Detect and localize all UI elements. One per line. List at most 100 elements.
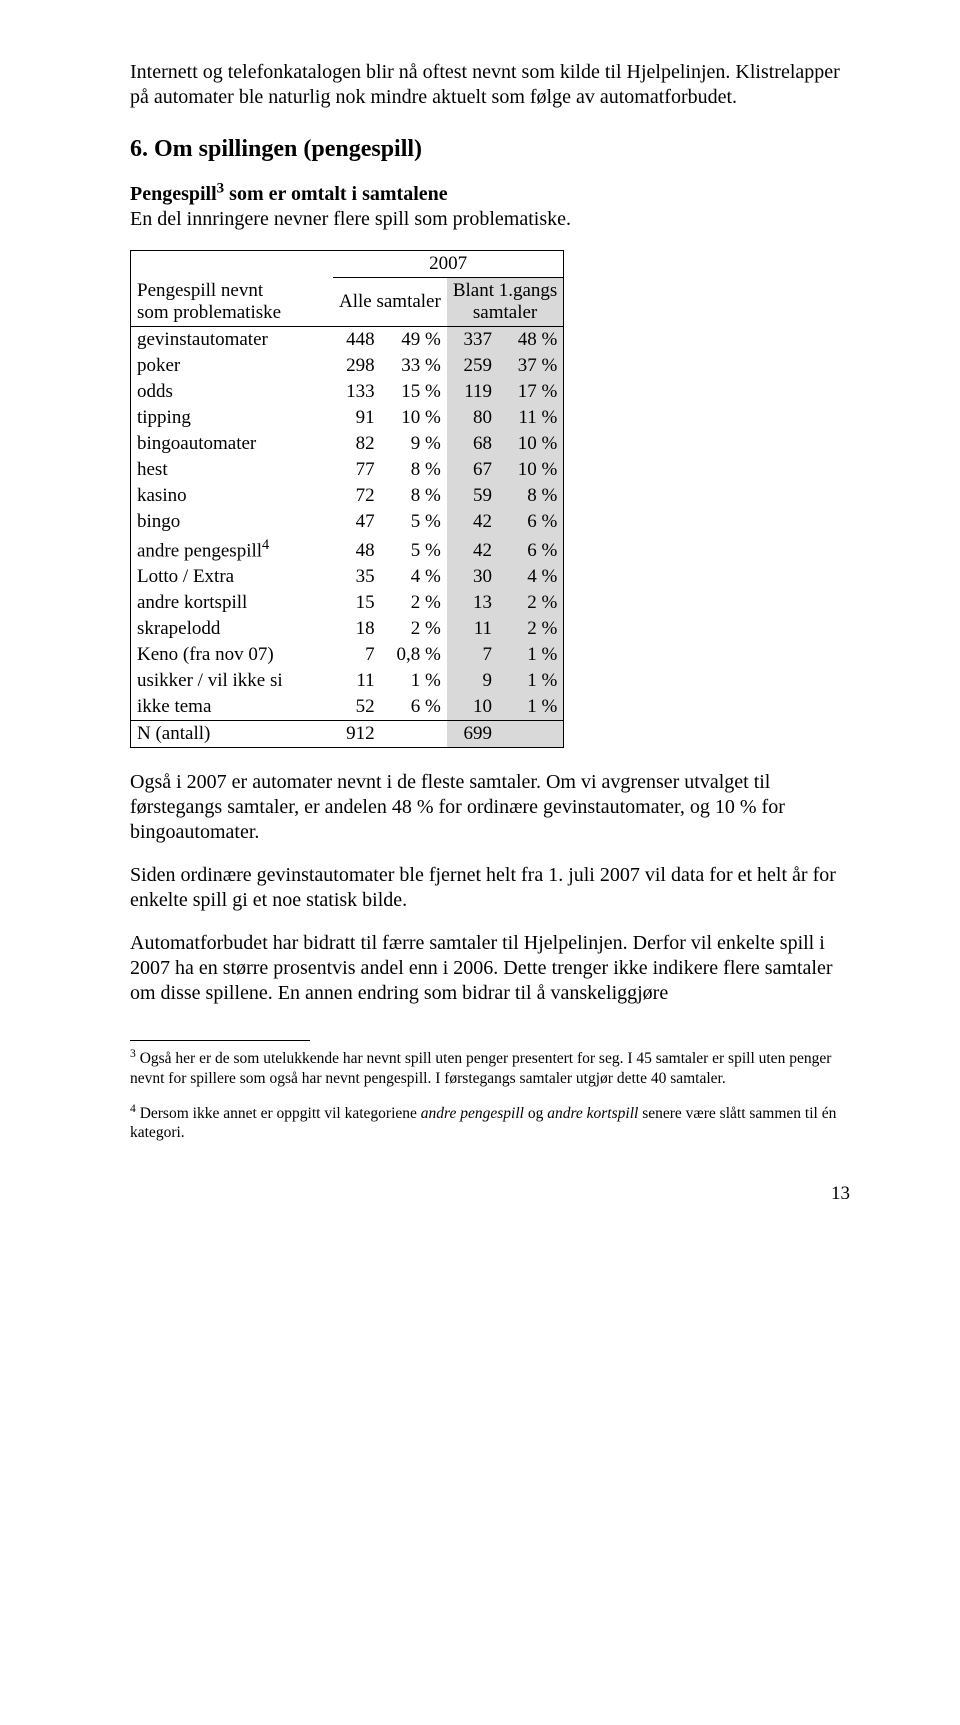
- cell: 18: [333, 616, 381, 642]
- body-p2: Også i 2007 er automater nevnt i de fles…: [130, 770, 850, 845]
- cell: 337: [447, 326, 498, 353]
- cell: 11: [333, 668, 381, 694]
- cell: 5 %: [381, 535, 447, 564]
- total-label: N (antall): [131, 720, 334, 747]
- cell: 448: [333, 326, 381, 353]
- cell: 30: [447, 564, 498, 590]
- table-row: skrapelodd182 %112 %: [131, 616, 564, 642]
- cell: 49 %: [381, 326, 447, 353]
- cell: 1 %: [381, 668, 447, 694]
- cell: 48: [333, 535, 381, 564]
- body-p3: Siden ordinære gevinstautomater ble fjer…: [130, 863, 850, 913]
- cell: 1 %: [498, 668, 564, 694]
- total-n2: 699: [447, 720, 498, 747]
- cell: 4 %: [498, 564, 564, 590]
- subheading-lead: Pengespill: [130, 183, 217, 205]
- table-row: gevinstautomater44849 %33748 %: [131, 326, 564, 353]
- footnote-4: 4 Dersom ikke annet er oppgitt vil kateg…: [130, 1102, 850, 1143]
- col-blant-l1: Blant 1.gangs: [453, 280, 558, 301]
- cell: 1 %: [498, 642, 564, 668]
- table-row: hest778 %6710 %: [131, 457, 564, 483]
- row-label: hest: [131, 457, 334, 483]
- cell: 68: [447, 431, 498, 457]
- row-label: usikker / vil ikke si: [131, 668, 334, 694]
- cell: 48 %: [498, 326, 564, 353]
- row-label: Lotto / Extra: [131, 564, 334, 590]
- row-label: bingo: [131, 509, 334, 535]
- table-year: 2007: [333, 250, 564, 277]
- cell: 10: [447, 694, 498, 721]
- subheading-line2: En del innringere nevner flere spill som…: [130, 208, 571, 230]
- cell: 52: [333, 694, 381, 721]
- table-row: usikker / vil ikke si111 %91 %: [131, 668, 564, 694]
- cell: 10 %: [498, 457, 564, 483]
- table-row: bingo475 %426 %: [131, 509, 564, 535]
- table-row: tipping9110 %8011 %: [131, 405, 564, 431]
- table-row: Lotto / Extra354 %304 %: [131, 564, 564, 590]
- cell: 1 %: [498, 694, 564, 721]
- cell: 72: [333, 483, 381, 509]
- cell: 33 %: [381, 353, 447, 379]
- cell: 59: [447, 483, 498, 509]
- cell: 15 %: [381, 379, 447, 405]
- cell: 82: [333, 431, 381, 457]
- row-label: ikke tema: [131, 694, 334, 721]
- cell: 298: [333, 353, 381, 379]
- cell: 6 %: [498, 535, 564, 564]
- cell: 2 %: [381, 590, 447, 616]
- cell: 133: [333, 379, 381, 405]
- row-label: andre pengespill4: [131, 535, 334, 564]
- intro-paragraph: Internett og telefonkatalogen blir nå of…: [130, 60, 850, 110]
- footnote-separator: [130, 1040, 310, 1041]
- cell: 11: [447, 616, 498, 642]
- subheading-rest: som er omtalt i samtalene: [224, 183, 447, 205]
- footnote-4-a: Dersom ikke annet er oppgitt vil kategor…: [136, 1105, 421, 1122]
- row-label: bingoautomater: [131, 431, 334, 457]
- table-row: Keno (fra nov 07)70,8 %71 %: [131, 642, 564, 668]
- cell: 8 %: [498, 483, 564, 509]
- table-row: ikke tema526 %101 %: [131, 694, 564, 721]
- table-row: poker29833 %25937 %: [131, 353, 564, 379]
- row-label-l1: Pengespill nevnt: [137, 280, 263, 301]
- cell: 91: [333, 405, 381, 431]
- body-p4: Automatforbudet har bidratt til færre sa…: [130, 931, 850, 1006]
- table-row: andre pengespill4485 %426 %: [131, 535, 564, 564]
- cell: 37 %: [498, 353, 564, 379]
- cell: 4 %: [381, 564, 447, 590]
- cell: 8 %: [381, 457, 447, 483]
- cell: 10 %: [381, 405, 447, 431]
- row-label: kasino: [131, 483, 334, 509]
- cell: 80: [447, 405, 498, 431]
- footnote-4-b: og: [524, 1105, 547, 1122]
- section-heading: 6. Om spillingen (pengespill): [130, 136, 850, 163]
- cell: 17 %: [498, 379, 564, 405]
- cell: 13: [447, 590, 498, 616]
- cell: 67: [447, 457, 498, 483]
- cell: 2 %: [381, 616, 447, 642]
- subheading: Pengespill3 som er omtalt i samtalene En…: [130, 179, 850, 232]
- row-label-l2: som problematiske: [137, 302, 281, 323]
- page-number: 13: [130, 1183, 850, 1205]
- cell: 5 %: [381, 509, 447, 535]
- cell: 8 %: [381, 483, 447, 509]
- pengespill-table: 2007 Pengespill nevnt som problematiske …: [130, 250, 564, 748]
- total-n1: 912: [333, 720, 381, 747]
- cell: 2 %: [498, 590, 564, 616]
- cell: 9: [447, 668, 498, 694]
- table-row: bingoautomater829 %6810 %: [131, 431, 564, 457]
- cell: 6 %: [498, 509, 564, 535]
- cell: 47: [333, 509, 381, 535]
- row-label: skrapelodd: [131, 616, 334, 642]
- cell: 259: [447, 353, 498, 379]
- cell: 7: [447, 642, 498, 668]
- cell: 42: [447, 535, 498, 564]
- footnote-4-i1: andre pengespill: [421, 1105, 524, 1122]
- cell: 2 %: [498, 616, 564, 642]
- col-blant-l2: samtaler: [473, 302, 537, 323]
- cell: 10 %: [498, 431, 564, 457]
- row-label: gevinstautomater: [131, 326, 334, 353]
- cell: 15: [333, 590, 381, 616]
- cell: 6 %: [381, 694, 447, 721]
- table-row: odds13315 %11917 %: [131, 379, 564, 405]
- row-label: poker: [131, 353, 334, 379]
